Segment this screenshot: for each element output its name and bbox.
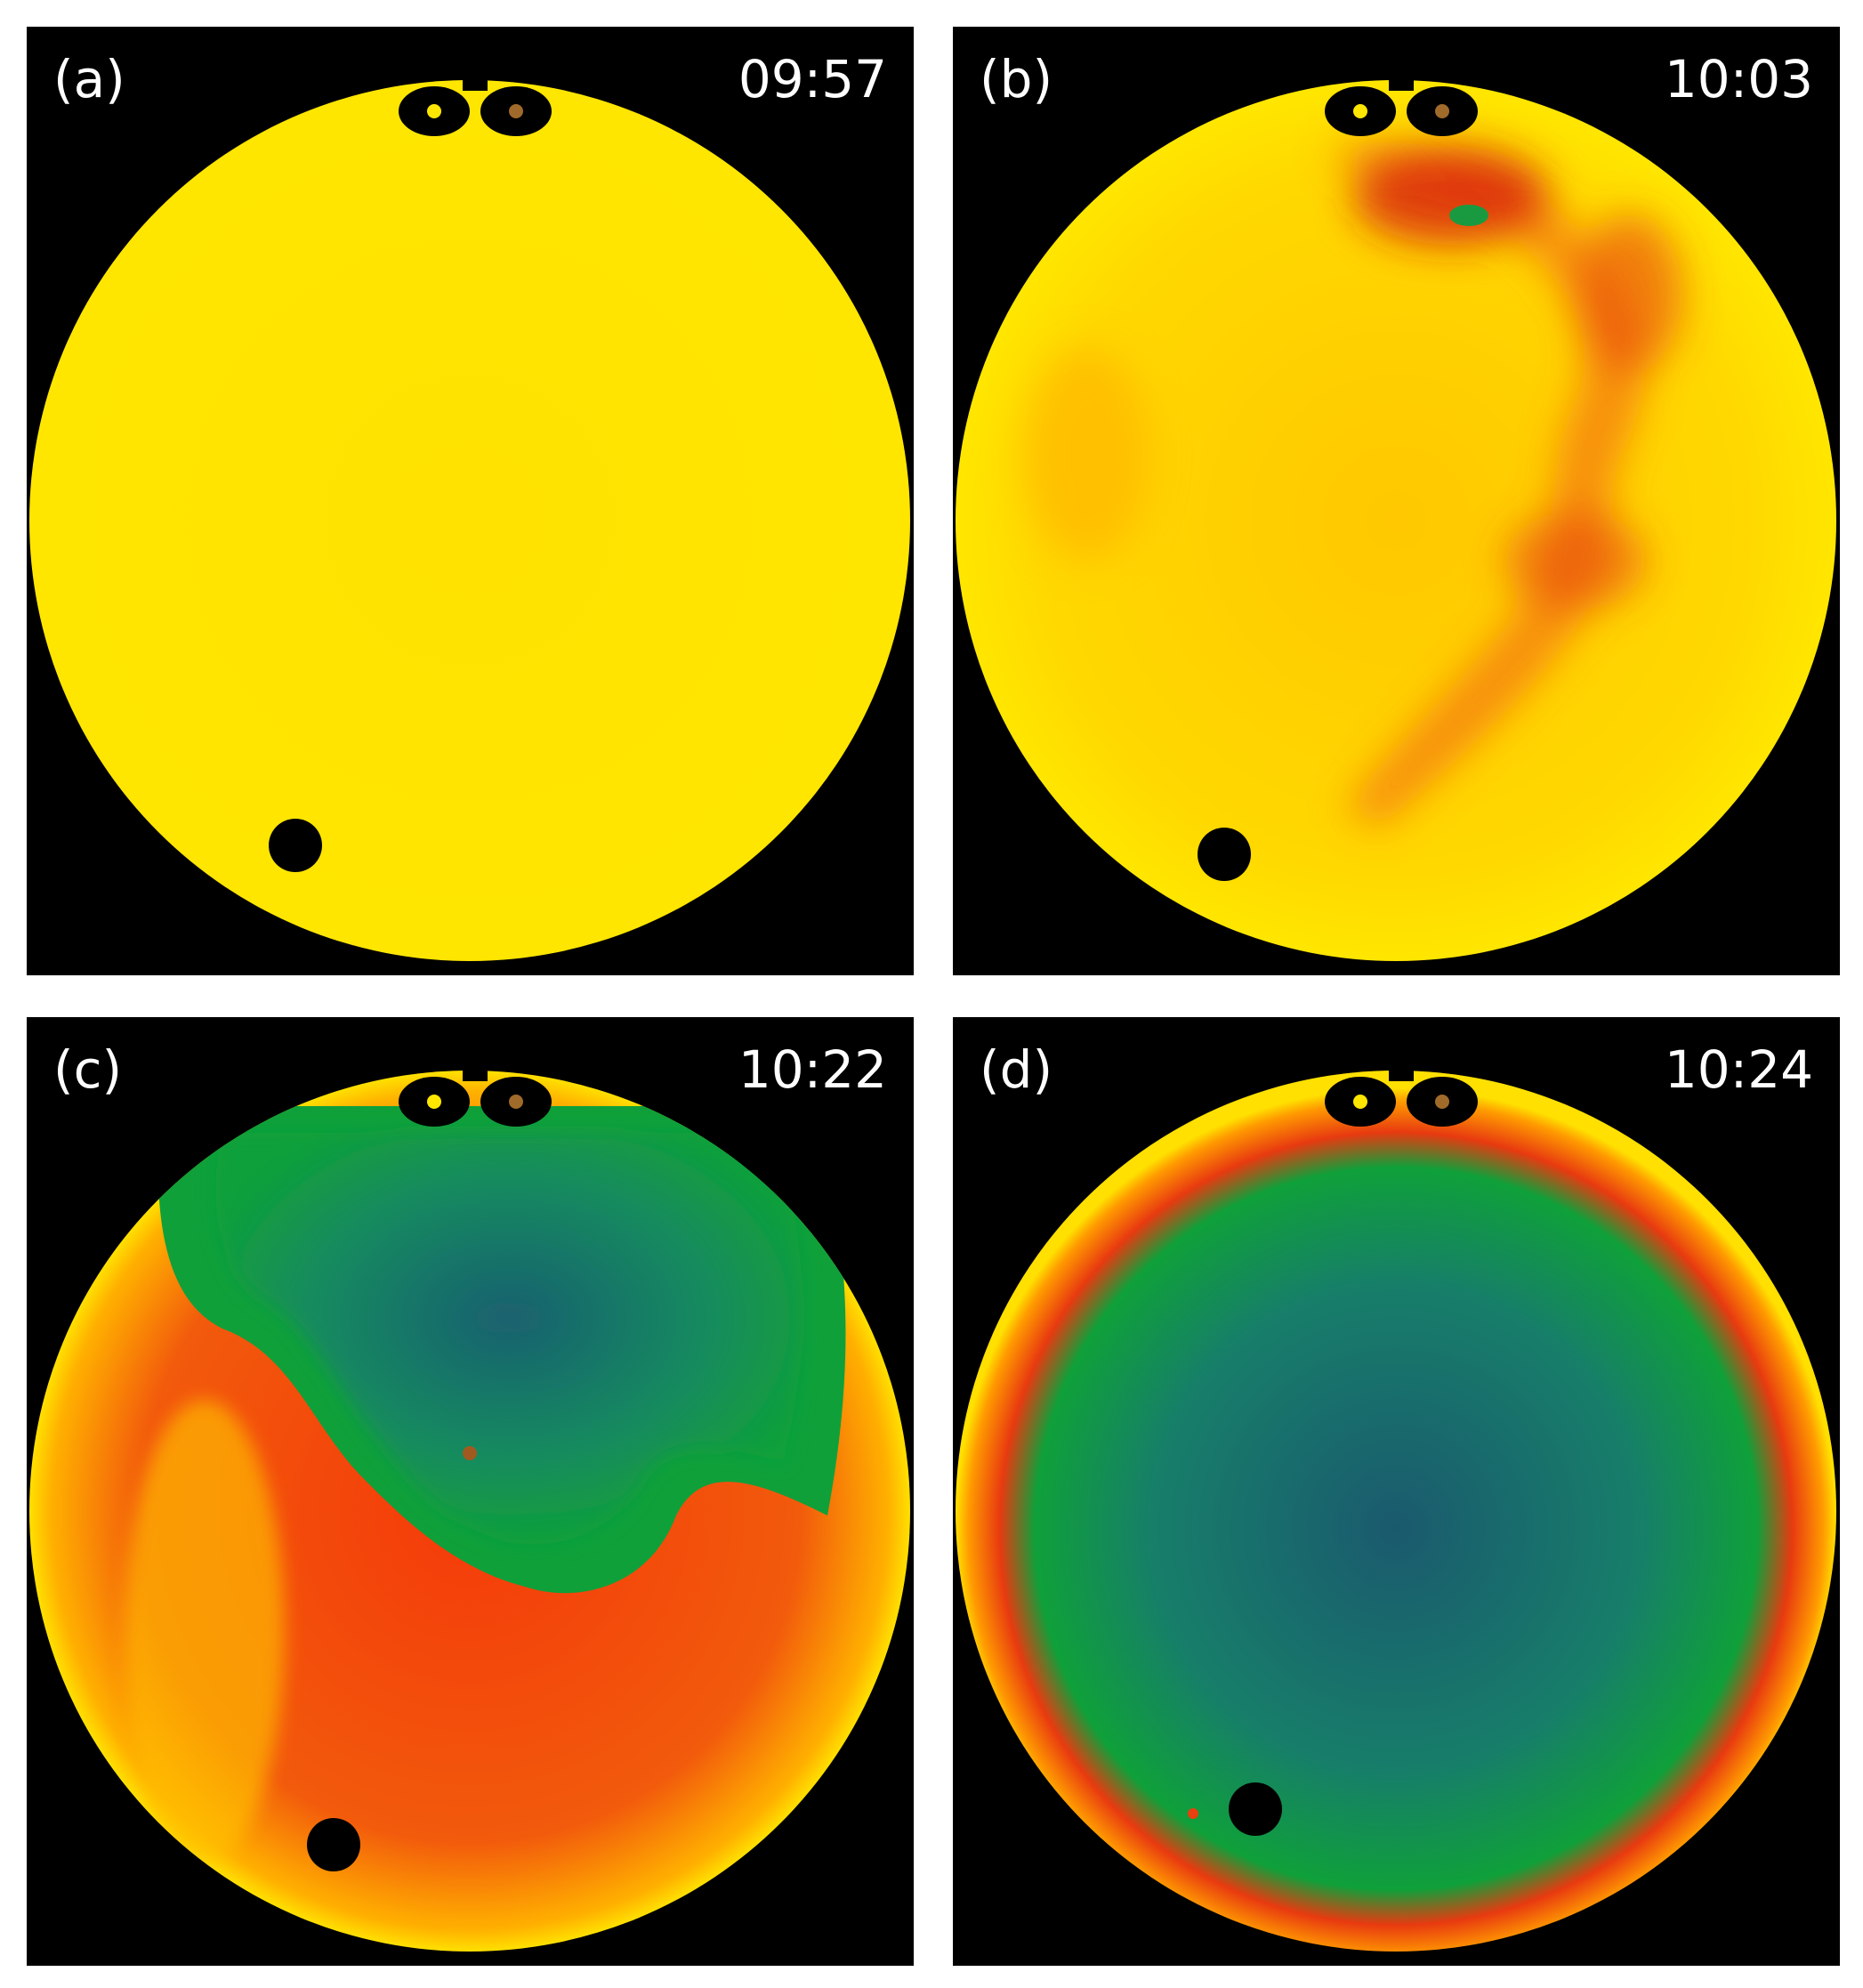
sky-image-b bbox=[956, 27, 1836, 961]
sky-image-panel-c: (c) 10:22 bbox=[27, 1017, 914, 1966]
shadow-disk bbox=[307, 1818, 360, 1871]
panel-label: (d) bbox=[980, 1039, 1053, 1100]
sensor-dot bbox=[1353, 104, 1367, 118]
shadow-disk bbox=[1229, 1782, 1282, 1836]
panel-timestamp: 09:57 bbox=[738, 49, 887, 109]
cloud-band bbox=[1024, 142, 1682, 828]
panel-timestamp: 10:03 bbox=[1664, 49, 1813, 109]
sensor-dot bbox=[1435, 104, 1449, 118]
green-patch bbox=[1449, 205, 1488, 226]
small-dot bbox=[1188, 1808, 1198, 1819]
panel-label: (c) bbox=[53, 1039, 123, 1100]
sky-disk bbox=[29, 80, 910, 961]
sensor-dot bbox=[509, 104, 523, 118]
shadow-disk bbox=[269, 819, 322, 872]
sky-image-c bbox=[29, 1017, 910, 1952]
sky-image-panel-d: (d) 10:24 bbox=[953, 1017, 1840, 1966]
camera-mount bbox=[399, 1017, 552, 1127]
center-dot bbox=[463, 1446, 477, 1460]
cloud-field bbox=[125, 1106, 846, 1863]
sensor-dot bbox=[1353, 1095, 1367, 1109]
sky-image-a bbox=[29, 27, 910, 961]
panel-timestamp: 10:22 bbox=[738, 1039, 887, 1100]
shadow-disk bbox=[1198, 828, 1251, 881]
sky-image-panel-a: (a) 09:57 bbox=[27, 27, 914, 975]
sensor-dot bbox=[427, 1095, 441, 1109]
panel-label: (b) bbox=[980, 49, 1053, 109]
camera-mount bbox=[399, 27, 552, 136]
panel-label: (a) bbox=[53, 49, 125, 109]
sky-image-d bbox=[956, 1017, 1836, 1952]
sensor-dot bbox=[427, 104, 441, 118]
sky-image-panel-b: (b) 10:03 bbox=[953, 27, 1840, 975]
sensor-dot bbox=[509, 1095, 523, 1109]
camera-mount bbox=[1325, 1017, 1478, 1127]
sky-disk bbox=[956, 1071, 1836, 1952]
sensor-dot bbox=[1435, 1095, 1449, 1109]
panel-timestamp: 10:24 bbox=[1664, 1039, 1813, 1100]
camera-mount bbox=[1325, 27, 1478, 136]
